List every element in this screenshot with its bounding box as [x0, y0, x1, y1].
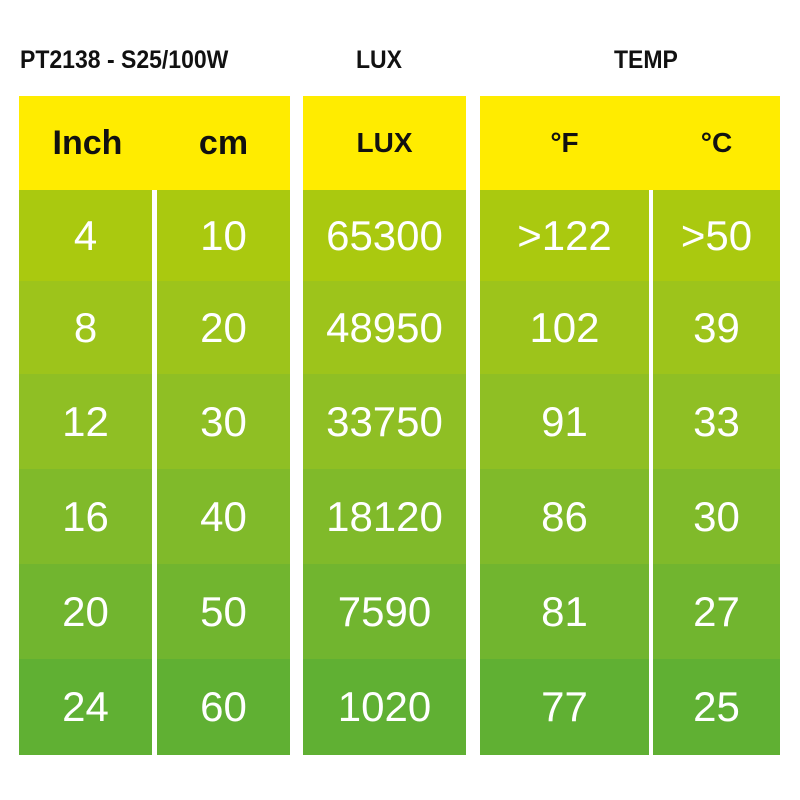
lux-title: LUX [356, 46, 402, 74]
table-cell: 102 [480, 281, 649, 374]
table-cell: 39 [653, 281, 780, 374]
table-cell: 1020 [303, 659, 466, 755]
column-header: °C [653, 96, 780, 190]
table-cell: 30 [653, 469, 780, 564]
column-3: °F >122 102 91 86 81 77 [480, 96, 649, 755]
column-header: LUX [303, 96, 466, 190]
table-cell: 33 [653, 374, 780, 469]
table-cell: 48950 [303, 281, 466, 374]
table-cell: 18120 [303, 469, 466, 564]
table-cell: 20 [19, 564, 152, 659]
table-cell: 33750 [303, 374, 466, 469]
table-cell: 25 [653, 659, 780, 755]
column-2: LUX 65300 48950 33750 18120 7590 1020 [303, 96, 466, 755]
table-cell: 86 [480, 469, 649, 564]
table-cell: 91 [480, 374, 649, 469]
temp-title: TEMP [614, 46, 678, 74]
table-cell: 16 [19, 469, 152, 564]
table-cell: 60 [157, 659, 290, 755]
table-cell: >122 [480, 190, 649, 281]
table-cell: >50 [653, 190, 780, 281]
table-cell: 81 [480, 564, 649, 659]
table-cell: 27 [653, 564, 780, 659]
column-0: Inch 4 8 12 16 20 24 [19, 96, 156, 755]
table-cell: 8 [19, 281, 152, 374]
column-header: cm [157, 96, 290, 190]
column-header: Inch [19, 96, 156, 190]
table-cell: 30 [157, 374, 290, 469]
product-title: PT2138 - S25/100W [20, 46, 229, 74]
column-1: cm 10 20 30 40 50 60 [157, 96, 290, 755]
column-header: °F [480, 96, 649, 190]
table-cell: 12 [19, 374, 152, 469]
table-cell: 65300 [303, 190, 466, 281]
column-4: °C >50 39 33 30 27 25 [653, 96, 780, 755]
table-cell: 40 [157, 469, 290, 564]
header-fill [152, 96, 157, 190]
table-cell: 10 [157, 190, 290, 281]
table-cell: 4 [19, 190, 152, 281]
header-fill [649, 96, 653, 190]
table-cell: 24 [19, 659, 152, 755]
table-cell: 50 [157, 564, 290, 659]
table-cell: 77 [480, 659, 649, 755]
table-cell: 7590 [303, 564, 466, 659]
table-cell: 20 [157, 281, 290, 374]
